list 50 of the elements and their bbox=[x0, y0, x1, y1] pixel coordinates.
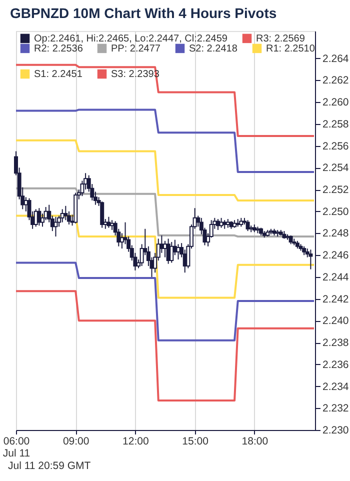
candlestick bbox=[64, 205, 68, 221]
candlestick bbox=[176, 244, 180, 260]
y-tick-label: 2.258 bbox=[322, 118, 349, 130]
candlestick bbox=[100, 201, 104, 228]
line-series bbox=[16, 262, 315, 342]
line-series bbox=[16, 64, 315, 137]
y-tick-label: 2.232 bbox=[322, 402, 349, 415]
y-tick-label: 2.230 bbox=[322, 424, 349, 436]
y-tick-label: 2.250 bbox=[322, 206, 349, 218]
candlestick bbox=[170, 241, 174, 264]
y-tick-label: 2.238 bbox=[322, 337, 349, 350]
y-tick-label: 2.254 bbox=[322, 162, 349, 174]
candlestick bbox=[163, 240, 168, 258]
legend-label: R1: 2.2510 bbox=[266, 43, 316, 54]
y-tick-label: 2.236 bbox=[322, 358, 349, 371]
legend-label: S2: 2.2418 bbox=[189, 43, 238, 54]
line-series bbox=[16, 214, 315, 299]
y-tick-label: 2.248 bbox=[322, 228, 349, 240]
y-tick-label: 2.240 bbox=[322, 315, 349, 328]
candlestick bbox=[246, 220, 250, 232]
legend-label: R2: 2.2536 bbox=[34, 43, 84, 54]
y-tick-label: 2.252 bbox=[322, 184, 349, 196]
x-tick-label: 18:00 bbox=[242, 436, 268, 448]
candlestick bbox=[216, 218, 220, 230]
candlestick bbox=[106, 216, 111, 228]
candlestick bbox=[308, 249, 313, 270]
x-tick-label: 06:00 Jul 11 bbox=[2, 436, 30, 460]
line-series bbox=[16, 290, 315, 402]
legend-label: PP: 2.2477 bbox=[111, 43, 161, 54]
candlestick bbox=[54, 216, 58, 238]
x-tick-label: 12:00 bbox=[122, 436, 149, 448]
x-tick-label: 09:00 bbox=[62, 436, 90, 448]
y-tick-label: 2.262 bbox=[322, 74, 349, 87]
candlestick bbox=[37, 208, 42, 226]
y-tick-label: 2.234 bbox=[322, 380, 349, 393]
y-tick-label: 2.260 bbox=[322, 96, 349, 109]
y-tick-label: 2.256 bbox=[322, 140, 349, 152]
legend-label: S1: 2.2451 bbox=[34, 69, 83, 80]
legend-label: R3: 2.2569 bbox=[256, 33, 306, 44]
y-tick-label: 2.264 bbox=[322, 52, 349, 65]
y-tick-label: 2.246 bbox=[322, 250, 349, 262]
chart-title: GBPNZD 10M Chart With 4 Hours Pivots bbox=[10, 5, 277, 21]
candlestick bbox=[60, 208, 64, 223]
line-series bbox=[16, 139, 315, 202]
text: Jul 11 20:59 GMT bbox=[8, 460, 92, 472]
legend-label: Op:2.2461, Hi:2.2465, Lo:2.2447, Cl:2.2459 bbox=[34, 33, 228, 44]
y-tick-label: 2.244 bbox=[322, 271, 349, 284]
x-tick-label: 15:00 bbox=[182, 436, 209, 448]
y-tick-label: 2.242 bbox=[322, 293, 349, 306]
line-series bbox=[16, 108, 315, 174]
